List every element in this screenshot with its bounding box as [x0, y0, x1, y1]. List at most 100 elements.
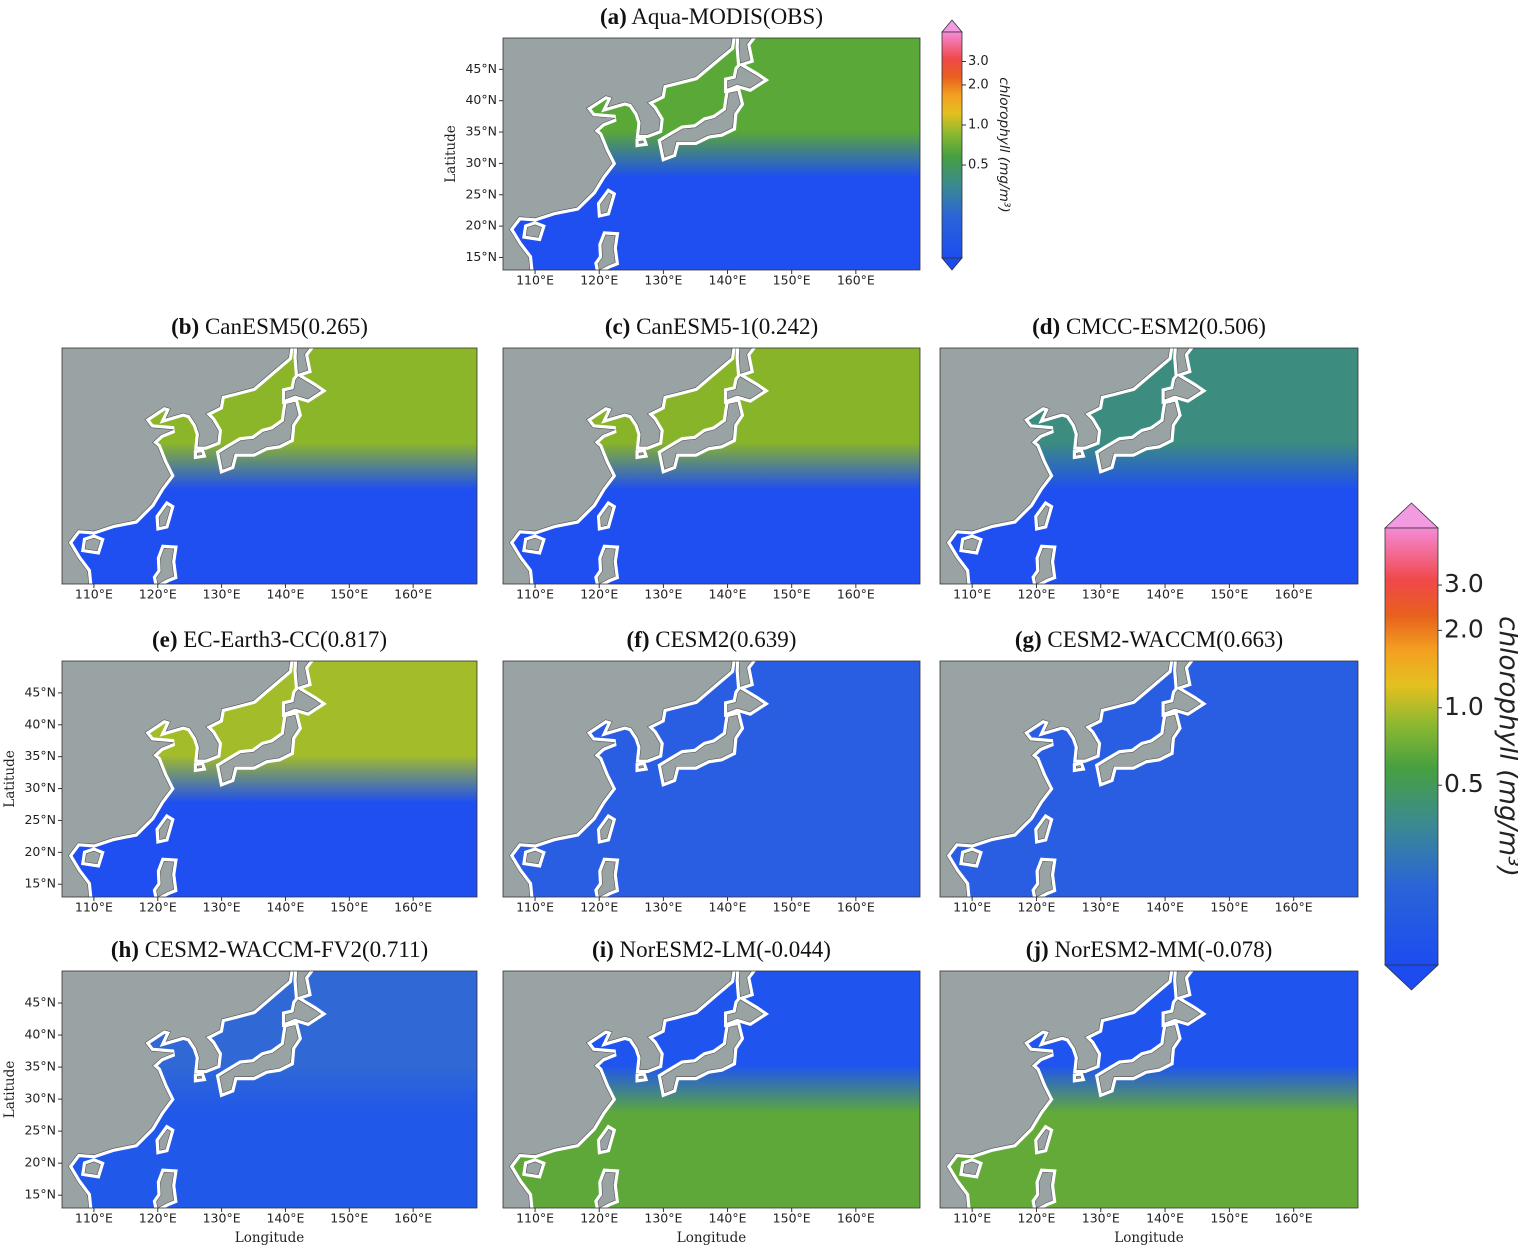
land: [156, 547, 175, 584]
map: [940, 661, 1358, 897]
y-tick-label: 25°N: [24, 812, 56, 827]
x-tick-label: 160°E: [837, 1211, 875, 1226]
x-tick-label: 120°E: [139, 587, 177, 602]
land: [1176, 348, 1190, 374]
panel-title: (b) CanESM5(0.265): [171, 314, 368, 339]
x-tick-label: 120°E: [1017, 587, 1055, 602]
land: [156, 1171, 175, 1208]
x-tick-label: 130°E: [203, 587, 241, 602]
y-tick-label: 45°N: [24, 684, 56, 699]
land: [156, 860, 175, 897]
map: [503, 971, 920, 1208]
land: [84, 1161, 101, 1176]
x-tick-label: 110°E: [75, 587, 113, 602]
panel-title: (h) CESM2-WACCM-FV2(0.711): [111, 937, 428, 962]
panel-label: (b): [171, 314, 199, 339]
panel-name: CESM2-WACCM(0.663): [1047, 627, 1283, 652]
map: [503, 348, 920, 584]
colorbar: [941, 31, 963, 259]
x-tick-label: 130°E: [644, 587, 682, 602]
land: [638, 1075, 644, 1079]
panel-name: NorESM2-LM(-0.044): [620, 937, 831, 962]
y-tick-label: 15°N: [24, 1187, 56, 1202]
land: [503, 348, 733, 584]
land: [597, 234, 616, 270]
land: [1164, 376, 1201, 400]
panel-name: CESM2-WACCM-FV2(0.711): [145, 937, 428, 962]
panel-name: Aqua-MODIS(OBS): [631, 4, 823, 29]
land: [1037, 818, 1050, 840]
land: [638, 765, 644, 769]
panel-name: EC-Earth3-CC(0.817): [183, 627, 387, 652]
y-tick-label: 25°N: [465, 186, 497, 201]
y-tick-label: 40°N: [24, 716, 56, 731]
panel-title: (i) NorESM2-LM(-0.044): [592, 937, 831, 962]
land: [62, 971, 291, 1208]
land: [219, 714, 299, 783]
panel-label: (c): [605, 314, 631, 339]
land: [738, 38, 752, 64]
panel-name: CESM2(0.639): [655, 627, 796, 652]
panel-name: CMCC-ESM2(0.506): [1066, 314, 1266, 339]
land: [158, 505, 171, 527]
colorbar-tick-label: 2.0: [968, 77, 989, 92]
land: [285, 376, 322, 400]
land: [727, 376, 764, 400]
map-frame: [61, 970, 478, 1209]
x-tick-label: 140°E: [709, 587, 747, 602]
colorbar-extend-bottom: [941, 257, 963, 271]
x-tick-label: 160°E: [394, 900, 432, 915]
x-tick-label: 150°E: [773, 1211, 811, 1226]
map-frame: [61, 347, 478, 585]
land: [525, 537, 542, 552]
map: [62, 661, 477, 897]
x-tick-label: 110°E: [516, 900, 554, 915]
map-frame: [939, 970, 1359, 1209]
colorbar-tick-label: 3.0: [968, 54, 989, 69]
x-tick-label: 110°E: [75, 1211, 113, 1226]
land: [1164, 999, 1201, 1023]
y-tick-label: 35°N: [24, 1059, 56, 1074]
land: [84, 537, 101, 552]
land: [638, 452, 644, 456]
land: [597, 860, 616, 897]
y-tick-label: 30°N: [24, 1091, 56, 1106]
panel-label: (i): [592, 937, 614, 962]
land: [1098, 1025, 1179, 1094]
panel-title: (d) CMCC-ESM2(0.506): [1032, 314, 1266, 339]
land: [1076, 1075, 1082, 1079]
land: [158, 818, 171, 840]
colorbar-tick-label: 0.5: [968, 158, 989, 173]
panel-title: (a) Aqua-MODIS(OBS): [600, 4, 823, 29]
land: [296, 971, 310, 998]
land: [738, 348, 752, 374]
colorbar-extend-bottom: [1383, 964, 1440, 991]
land: [84, 850, 101, 865]
land: [940, 661, 1170, 897]
map: [62, 971, 477, 1208]
x-tick-label: 150°E: [773, 273, 811, 288]
x-tick-label: 120°E: [580, 587, 618, 602]
land: [962, 1161, 979, 1176]
land: [597, 1171, 616, 1208]
land: [738, 971, 752, 998]
land: [525, 850, 542, 865]
x-tick-label: 120°E: [580, 1211, 618, 1226]
x-tick-label: 130°E: [1082, 1211, 1120, 1226]
land: [285, 689, 322, 713]
land: [219, 401, 299, 470]
map-frame: [502, 37, 921, 271]
x-tick-label: 110°E: [953, 587, 991, 602]
x-tick-label: 140°E: [266, 587, 304, 602]
colorbar-tick-label: 2.0: [1444, 614, 1484, 643]
map: [62, 348, 477, 584]
panel-title: (e) EC-Earth3-CC(0.817): [152, 627, 387, 652]
y-tick-label: 35°N: [24, 748, 56, 763]
x-tick-label: 130°E: [1082, 900, 1120, 915]
map: [940, 971, 1358, 1208]
map-frame: [502, 970, 921, 1209]
x-tick-label: 130°E: [644, 900, 682, 915]
x-axis-label: Longitude: [677, 1230, 747, 1246]
panel-name: CanESM5(0.265): [205, 314, 368, 339]
land: [962, 537, 979, 552]
